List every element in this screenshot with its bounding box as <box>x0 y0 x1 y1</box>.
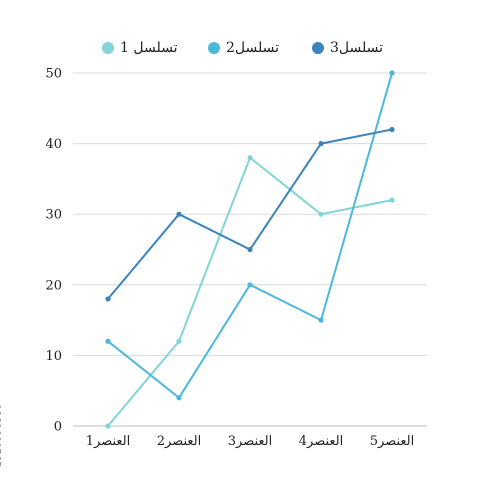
data-point-series3 <box>176 211 182 217</box>
data-point-series2 <box>176 395 182 401</box>
legend-marker-series1 <box>102 42 114 54</box>
data-point-series1 <box>318 211 324 217</box>
data-point-series2 <box>318 317 324 323</box>
legend-item-series2: تسلسل2 <box>208 38 279 58</box>
data-point-series3 <box>105 296 111 302</box>
y-tick-label: 10 <box>45 349 62 364</box>
data-point-series1 <box>389 197 395 203</box>
data-point-series3 <box>389 126 395 133</box>
y-tick-label: 30 <box>45 208 62 223</box>
legend-label-series2: تسلسل2 <box>226 40 280 56</box>
axes: 0 10 20 30 40 50 العنصر1 العنصر2 العنصر3 العنصر4 ا… <box>45 67 427 449</box>
grid-lines <box>73 72 427 356</box>
legend-item-series3: تسلسل3 <box>312 38 383 58</box>
data-point-series2 <box>389 70 395 76</box>
y-tick-label: 0 <box>54 420 62 435</box>
series-line-1 <box>107 156 393 427</box>
x-tick-label: العنصر3 <box>228 434 273 449</box>
data-point-series3 <box>318 141 324 147</box>
legend-item-series1: تسلسل 1 <box>102 38 177 58</box>
data-point-series2 <box>247 282 253 288</box>
data-point-series1 <box>176 338 182 344</box>
x-tick-label: العنصر2 <box>157 434 202 449</box>
data-point-series1 <box>105 423 111 429</box>
y-tick-label: 50 <box>45 67 62 82</box>
x-tick-label: العنصر1 <box>86 434 131 449</box>
x-tick-label: العنصر4 <box>299 434 344 449</box>
series-line-2 <box>107 72 393 399</box>
data-point-series1 <box>247 155 253 161</box>
legend-label-series3: تسلسل3 <box>330 40 384 56</box>
y-tick-label: 20 <box>45 278 62 293</box>
legend-label-series1: تسلسل 1 <box>120 40 178 56</box>
y-tick-label: 40 <box>45 137 62 152</box>
series-lines <box>105 70 395 429</box>
data-point-series3 <box>247 246 253 253</box>
data-point-series2 <box>105 338 111 344</box>
legend-marker-series2 <box>208 42 220 54</box>
legend-marker-series3 <box>312 42 324 54</box>
x-tick-label: العنصر5 <box>370 434 415 449</box>
stock-image-id: 1520096580 <box>0 403 4 468</box>
